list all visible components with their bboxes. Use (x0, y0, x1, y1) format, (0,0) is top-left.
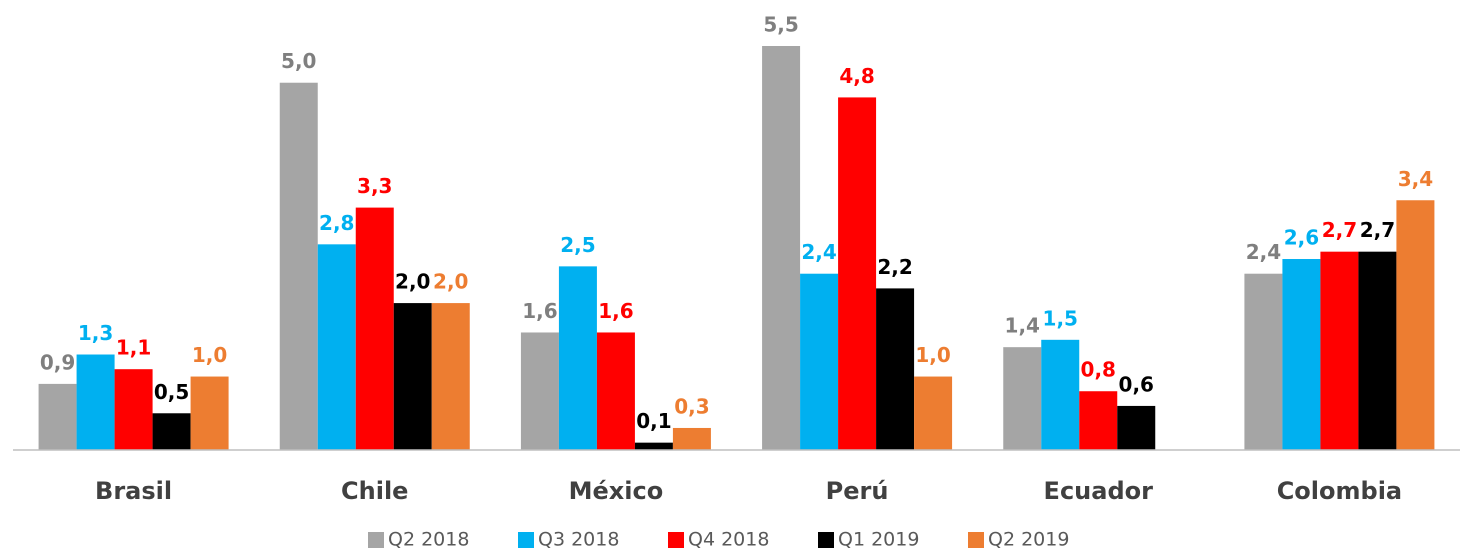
data-label: 1,1 (116, 336, 151, 360)
data-label: 0,8 (1081, 358, 1116, 382)
legend-swatch (818, 532, 834, 548)
bar (1320, 251, 1359, 450)
data-label: 1,6 (598, 299, 633, 323)
bar (914, 376, 953, 450)
data-label: 0,6 (1119, 372, 1154, 396)
data-label: 0,3 (674, 394, 709, 418)
data-label: 5,0 (281, 49, 316, 73)
bar (1003, 347, 1042, 450)
data-label: 2,4 (1246, 240, 1281, 264)
data-label: 0,5 (154, 380, 189, 404)
bar (1244, 273, 1283, 450)
bar (1396, 200, 1435, 450)
bar (1117, 405, 1156, 450)
bar (1282, 259, 1321, 450)
bar (672, 427, 711, 450)
data-label: 0,9 (40, 350, 75, 374)
bar (38, 383, 77, 450)
bar (596, 332, 635, 450)
data-label: 1,3 (78, 321, 113, 345)
legend-label: Q3 2018 (538, 529, 619, 551)
bar (520, 332, 559, 450)
data-label: 2,0 (433, 270, 468, 294)
data-label: 1,5 (1043, 306, 1078, 330)
data-label: 1,0 (192, 343, 227, 367)
data-label: 3,3 (357, 174, 392, 198)
bar (190, 376, 229, 450)
bar (431, 303, 470, 450)
legend-swatch (518, 532, 534, 548)
bar (76, 354, 115, 450)
x-tick-label: Ecuador (1044, 477, 1154, 505)
data-label: 5,5 (763, 13, 798, 37)
bar (762, 46, 801, 450)
data-label: 0,1 (636, 409, 671, 433)
bar (800, 273, 839, 450)
legend-label: Q2 2019 (988, 529, 1069, 551)
x-tick-label: Perú (826, 477, 889, 505)
x-tick-label: Colombia (1277, 477, 1402, 505)
bar (279, 82, 318, 451)
data-label: 2,7 (1322, 218, 1357, 242)
data-label: 2,2 (877, 255, 912, 279)
bar (1358, 251, 1397, 450)
bar (114, 369, 153, 450)
legend-swatch (368, 532, 384, 548)
x-tick-label: Chile (341, 477, 408, 505)
bar (634, 442, 673, 450)
x-tick-label: México (569, 477, 664, 505)
bar (838, 97, 877, 450)
bar (1079, 391, 1118, 450)
data-label: 2,6 (1284, 226, 1319, 250)
data-label: 2,4 (801, 240, 836, 264)
x-tick-label: Brasil (95, 477, 172, 505)
data-label: 1,6 (522, 299, 557, 323)
data-label: 1,0 (915, 343, 950, 367)
legend-label: Q1 2019 (838, 529, 919, 551)
bar (876, 288, 915, 450)
bar (558, 266, 597, 450)
data-label: 2,8 (319, 211, 354, 235)
bar (393, 303, 432, 450)
legend-label: Q2 2018 (388, 529, 469, 551)
bar (355, 207, 394, 450)
bar (317, 244, 356, 450)
data-label: 3,4 (1398, 167, 1433, 191)
data-label: 4,8 (839, 64, 874, 88)
legend-swatch (668, 532, 684, 548)
data-label: 2,5 (560, 233, 595, 257)
bar (1041, 339, 1080, 450)
legend-label: Q4 2018 (688, 529, 769, 551)
data-label: 2,0 (395, 270, 430, 294)
bar (152, 413, 191, 450)
data-label: 1,4 (1005, 314, 1040, 338)
data-label: 2,7 (1360, 218, 1395, 242)
legend-swatch (968, 532, 984, 548)
